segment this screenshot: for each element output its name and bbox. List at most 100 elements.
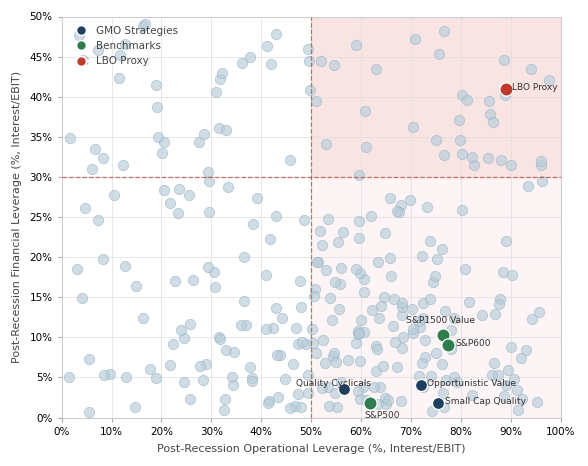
Point xyxy=(245,363,255,371)
Point xyxy=(406,197,415,204)
Point xyxy=(411,35,420,42)
Point xyxy=(483,154,492,162)
Point xyxy=(439,27,449,35)
Point xyxy=(375,383,385,391)
Point xyxy=(486,110,495,118)
Point xyxy=(420,353,429,360)
Point xyxy=(99,371,109,379)
Point xyxy=(152,103,162,111)
Point xyxy=(502,238,511,245)
Point xyxy=(371,343,380,350)
Point xyxy=(444,342,453,349)
Point xyxy=(141,21,150,28)
Point xyxy=(419,383,428,391)
Point xyxy=(262,271,271,279)
Point xyxy=(308,339,318,346)
Point xyxy=(220,396,229,403)
Point xyxy=(496,156,505,164)
Point xyxy=(397,344,407,351)
Point xyxy=(310,285,320,293)
Point xyxy=(365,399,375,407)
Point xyxy=(329,352,338,360)
Point xyxy=(121,262,130,270)
Point xyxy=(360,288,369,296)
Point xyxy=(343,356,353,364)
Point xyxy=(289,361,298,368)
Point xyxy=(501,382,510,389)
Point xyxy=(434,50,443,58)
Point xyxy=(248,377,257,384)
Point xyxy=(382,400,391,407)
Point xyxy=(367,306,376,314)
Point xyxy=(417,359,427,367)
Point xyxy=(195,138,204,145)
Point xyxy=(277,315,286,322)
Point xyxy=(501,85,510,92)
Point xyxy=(316,227,325,234)
Point xyxy=(318,384,327,392)
Point xyxy=(320,359,329,367)
Point xyxy=(385,194,395,202)
Point xyxy=(467,154,477,161)
Point xyxy=(321,266,330,274)
Point xyxy=(422,203,432,211)
Point xyxy=(352,41,361,49)
Legend: GMO Strategies, Benchmarks, LBO Proxy: GMO Strategies, Benchmarks, LBO Proxy xyxy=(67,22,182,70)
Point xyxy=(185,395,195,403)
Point xyxy=(79,56,88,63)
Point xyxy=(415,323,425,330)
Point xyxy=(218,69,227,76)
Point xyxy=(469,161,479,168)
Point xyxy=(396,202,406,209)
Point xyxy=(174,186,183,193)
Point xyxy=(216,336,225,343)
Point xyxy=(85,356,94,363)
Point xyxy=(490,310,500,318)
Point xyxy=(241,321,250,328)
Point xyxy=(534,308,544,316)
Point xyxy=(305,87,315,94)
Point xyxy=(303,389,313,397)
Point xyxy=(227,373,236,380)
Point xyxy=(484,97,493,105)
Point xyxy=(273,394,283,401)
Point xyxy=(462,96,472,103)
Point xyxy=(408,329,417,336)
Point xyxy=(326,295,335,302)
Point xyxy=(330,349,339,356)
Point xyxy=(72,265,81,273)
Point xyxy=(272,304,281,311)
Point xyxy=(333,238,343,246)
Point xyxy=(396,397,406,405)
Point xyxy=(328,316,337,324)
Point xyxy=(449,314,459,322)
Point xyxy=(74,31,83,39)
Point xyxy=(122,373,131,381)
Point xyxy=(323,384,332,391)
Point xyxy=(376,302,386,310)
Point xyxy=(457,151,467,158)
Point xyxy=(440,151,449,159)
Point xyxy=(87,165,96,172)
Point xyxy=(355,357,365,364)
Point xyxy=(449,373,459,381)
Point xyxy=(416,382,426,389)
Point xyxy=(522,346,531,354)
Point xyxy=(296,277,305,285)
Point xyxy=(446,327,455,334)
Point xyxy=(335,305,344,312)
Text: Quality Cyclicals: Quality Cyclicals xyxy=(296,379,371,388)
Point xyxy=(372,65,381,72)
Point xyxy=(331,359,340,366)
Point xyxy=(169,341,178,348)
X-axis label: Post-Recession Operational Leverage (%, Interest/EBIT): Post-Recession Operational Leverage (%, … xyxy=(157,444,466,453)
Point xyxy=(84,408,93,415)
Point xyxy=(285,156,295,164)
Point xyxy=(332,404,342,411)
Point xyxy=(275,351,285,359)
Point xyxy=(159,186,169,194)
Point xyxy=(453,379,462,386)
Point xyxy=(296,303,306,311)
Point xyxy=(379,363,388,370)
Point xyxy=(336,378,346,386)
